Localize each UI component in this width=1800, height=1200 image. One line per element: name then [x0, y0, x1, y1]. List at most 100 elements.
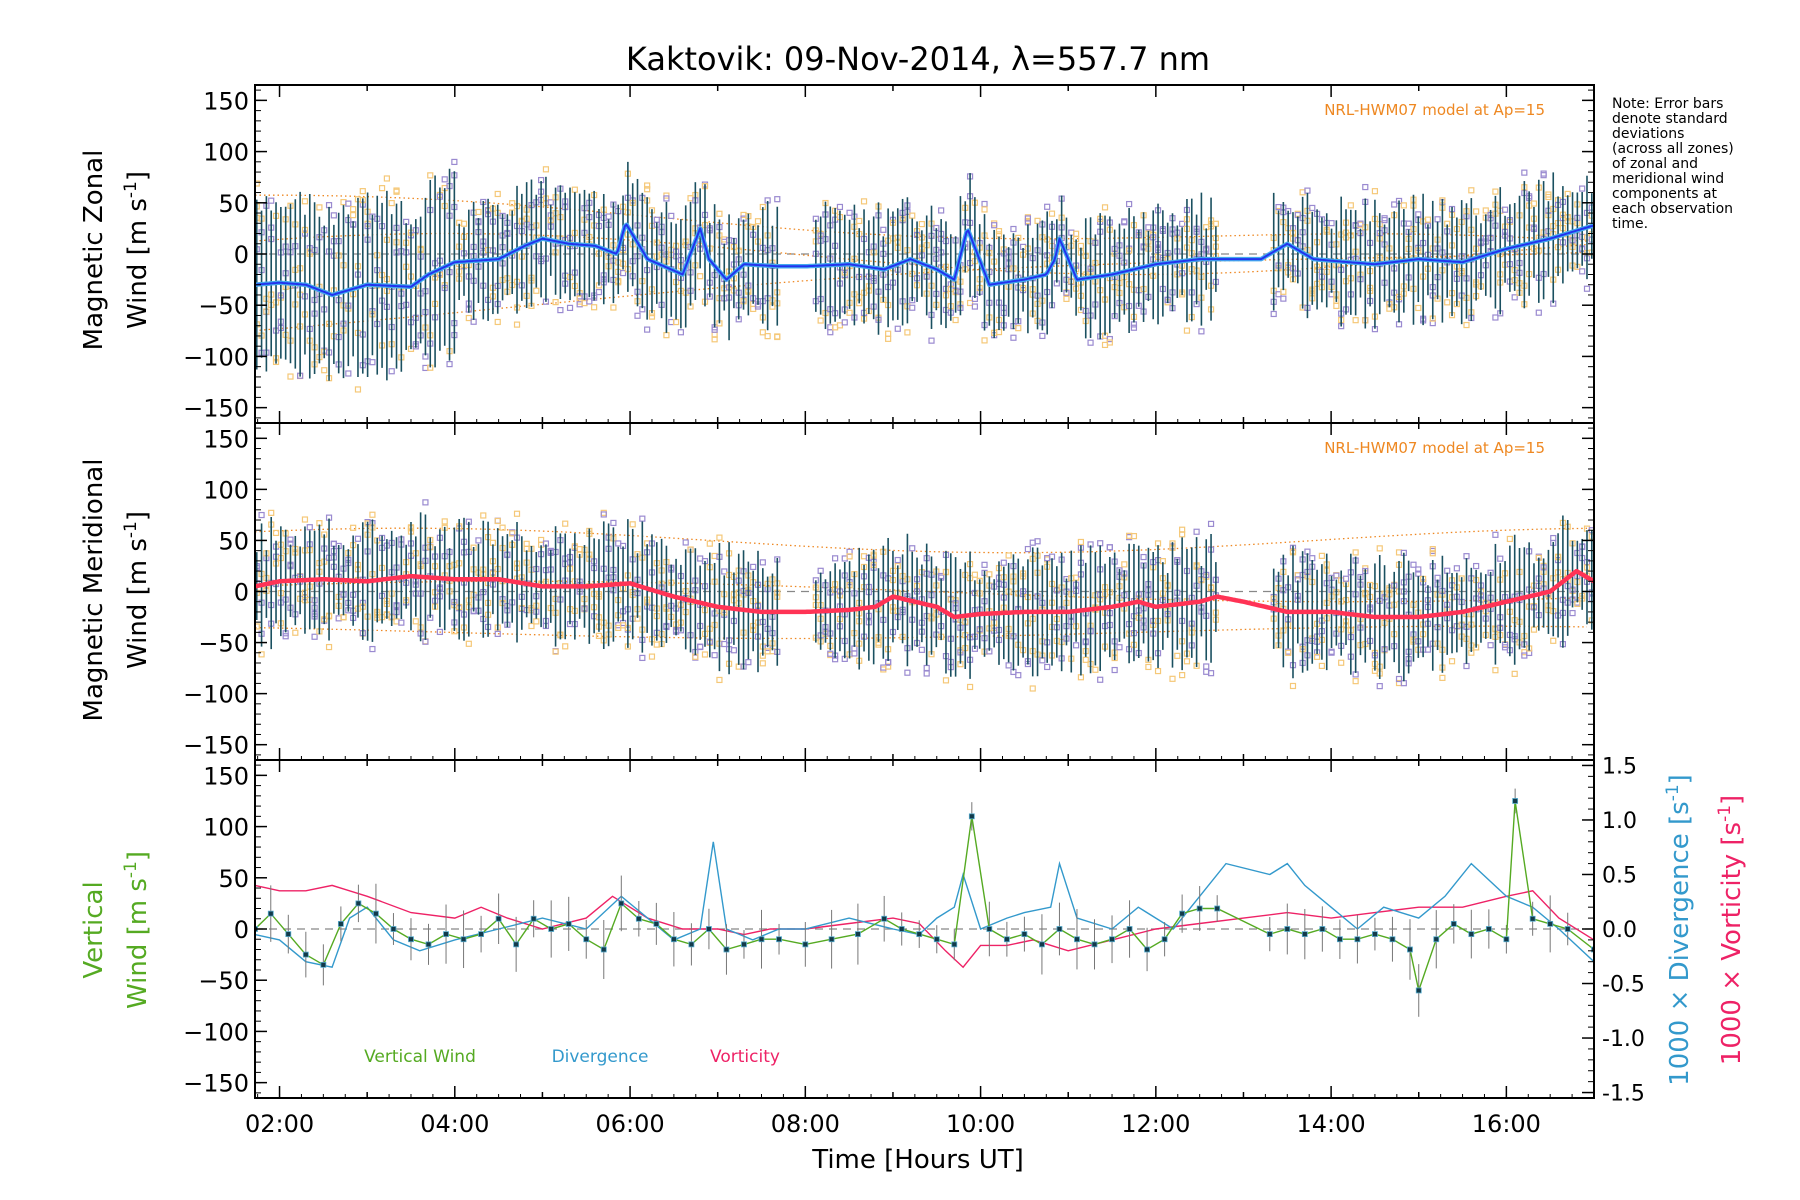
observation-point	[1130, 324, 1138, 331]
observation-point	[991, 220, 998, 227]
observation-point	[909, 545, 916, 552]
observation-point	[711, 336, 718, 343]
vertical-wind-point	[758, 936, 765, 943]
observation-point	[1207, 670, 1215, 677]
observation-point	[1487, 642, 1494, 649]
observation-point	[325, 643, 333, 651]
observation-point	[350, 524, 357, 531]
observation-point	[1530, 626, 1538, 633]
observation-point	[1106, 544, 1113, 551]
left-tick-label: 150	[203, 425, 249, 453]
x-tick-label: 04:00	[420, 1110, 489, 1138]
observation-point	[1579, 185, 1586, 192]
observation-point	[894, 556, 901, 564]
note-line: (across all zones)	[1612, 141, 1734, 157]
vertical-wind-point	[478, 931, 484, 938]
observation-point	[1029, 685, 1036, 692]
observation-point	[460, 220, 468, 227]
observation-point	[759, 559, 766, 566]
observation-point	[644, 186, 651, 193]
observation-point	[1535, 309, 1542, 316]
observation-point	[904, 329, 911, 336]
observation-point	[301, 516, 309, 523]
left-tick-label: 100	[203, 814, 249, 842]
left-tick-label: −100	[183, 1018, 249, 1046]
observation-point	[1463, 662, 1470, 670]
observation-point	[1285, 649, 1292, 656]
observation-point	[1154, 667, 1162, 675]
observation-point	[542, 166, 550, 173]
vertical-wind-point	[1336, 936, 1343, 943]
left-tick-label: −100	[183, 343, 249, 371]
observation-point	[610, 519, 617, 527]
observation-point	[663, 195, 670, 202]
observation-point	[562, 520, 569, 527]
vertical-wind-point	[1144, 946, 1150, 953]
observation-point	[383, 175, 390, 182]
vertical-wind-point	[600, 946, 607, 953]
observation-point	[1463, 553, 1470, 560]
left-tick-label: −150	[183, 1070, 249, 1098]
observation-point	[1179, 220, 1186, 227]
observation-point	[1352, 549, 1359, 556]
observation-point	[750, 563, 757, 571]
left-tick-label: 100	[203, 476, 249, 504]
observation-point	[1015, 325, 1022, 332]
vertical-wind-point	[1126, 926, 1133, 932]
observation-point	[1550, 637, 1557, 644]
observation-point	[639, 515, 646, 522]
observation-point	[533, 287, 540, 294]
observation-point	[1179, 671, 1186, 679]
observation-point	[441, 176, 448, 183]
right-tick-label: 0.0	[1602, 918, 1637, 943]
vertical-wind-point	[355, 900, 362, 907]
left-tick-label: 150	[203, 762, 249, 790]
vertical-wind-point	[1503, 936, 1510, 943]
observation-point	[1024, 215, 1032, 222]
observation-point	[1395, 675, 1403, 683]
observation-point	[1005, 552, 1012, 559]
vertical-wind-point	[881, 915, 888, 922]
observation-point	[1424, 646, 1432, 653]
observation-point	[1280, 295, 1287, 302]
observation-point	[369, 511, 376, 518]
observation-point	[904, 669, 911, 676]
observation-point	[311, 633, 318, 640]
left-tick-label: −50	[198, 630, 249, 658]
observation-point	[513, 321, 521, 328]
observation-point	[1492, 314, 1499, 321]
observation-point	[1106, 335, 1113, 343]
observation-point	[1482, 207, 1489, 214]
left-tick-label: −50	[198, 967, 249, 995]
left-tick-label: 100	[203, 139, 249, 167]
vertical-wind-point	[1485, 926, 1492, 932]
meridional-wind-panel: NRL-HWM07 model at Ap=15 −150 −100 −50 0 50 10…	[183, 422, 1595, 761]
divergence-ylabel: 1000 × Divergence [s-1]	[1663, 774, 1695, 1086]
observation-point	[938, 207, 945, 214]
vertical-wind-point	[688, 941, 695, 948]
observation-point	[1203, 663, 1210, 670]
observation-point	[885, 330, 892, 337]
observation-point	[345, 370, 352, 377]
vertical-plot-area	[255, 788, 1594, 1017]
vertical-ylabel-line1: Vertical	[79, 881, 109, 978]
observation-point	[716, 210, 723, 217]
vertical-wind-point	[513, 941, 520, 948]
observation-point	[1193, 528, 1200, 535]
observation-point	[875, 641, 882, 648]
observation-point	[730, 647, 738, 654]
vertical-wind-point	[828, 936, 835, 943]
observation-point	[1130, 532, 1138, 540]
observation-point	[1492, 667, 1499, 674]
left-tick-label: 0	[234, 241, 249, 269]
observation-point	[1453, 565, 1460, 572]
vertical-wind-point	[267, 910, 274, 917]
observation-point	[856, 217, 863, 225]
observation-point	[513, 510, 521, 517]
observation-point	[1318, 662, 1326, 670]
left-tick-label: 0	[234, 916, 249, 944]
observation-point	[509, 530, 516, 537]
vertical-wind-point	[916, 931, 923, 938]
observation-point	[648, 653, 656, 660]
vertical-wind-point	[741, 941, 747, 948]
